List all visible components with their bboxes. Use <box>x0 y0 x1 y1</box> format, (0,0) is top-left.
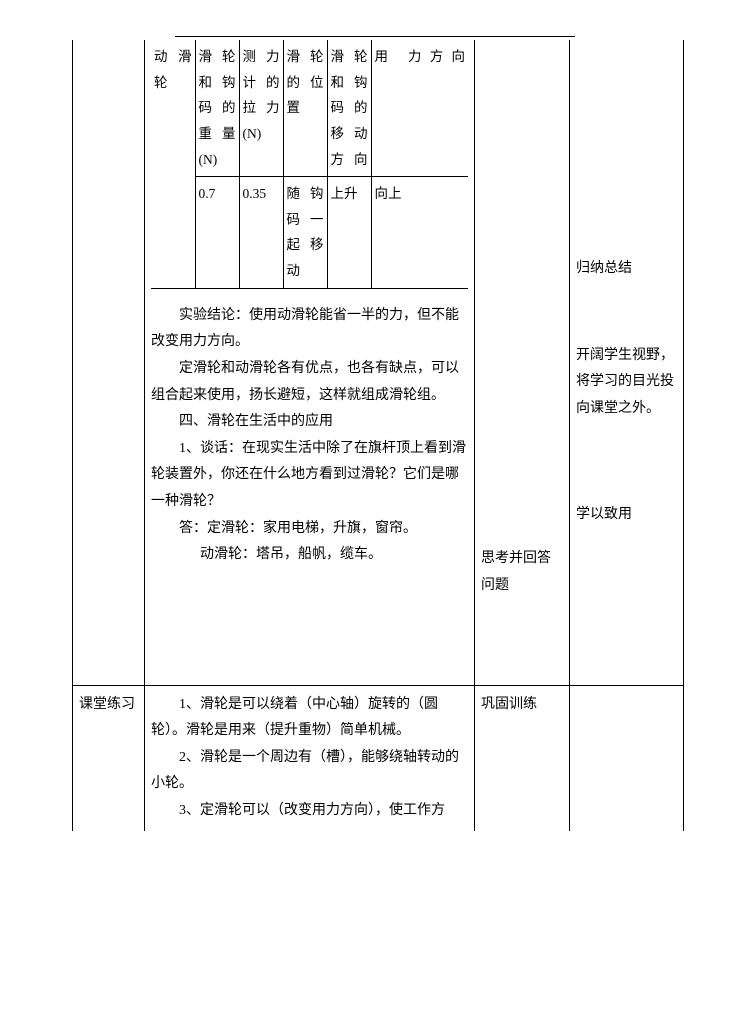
exercise-2: 2、滑轮是一个周边有（槽），能够绕轴转动的小轮。 <box>151 745 468 798</box>
header-force-dir: 用 力方向 <box>371 40 468 177</box>
cell-main-content: 动 滑轮 滑 轮和 钩码 的重 量(N) 测 力计 的拉 力(N) 滑 轮的 位… <box>145 40 475 685</box>
cell-student-activity: 思考并回答问题 <box>475 40 570 685</box>
table-row: 动 滑轮 滑 轮和 钩码 的重 量(N) 测 力计 的拉 力(N) 滑 轮的 位… <box>151 40 468 177</box>
spacer <box>151 569 468 679</box>
table-row: 动 滑轮 滑 轮和 钩码 的重 量(N) 测 力计 的拉 力(N) 滑 轮的 位… <box>73 40 684 685</box>
paragraph-answer-fixed: 答：定滑轮：家用电梯，升旗，窗帘。 <box>151 516 468 543</box>
heading-application: 四、滑轮在生活中的应用 <box>151 409 468 436</box>
header-weight: 滑 轮和 钩码 的重 量(N) <box>195 40 239 177</box>
cell-section-label: 课堂练习 <box>73 685 145 830</box>
cell-notes: 归纳总结 开阔学生视野，将学习的目光投向课堂之外。 学以致用 <box>570 40 684 685</box>
spacer <box>576 422 677 502</box>
note-apply: 学以致用 <box>576 502 677 529</box>
spacer <box>576 283 677 343</box>
note-summary: 归纳总结 <box>576 256 677 283</box>
header-tension: 测 力计 的拉 力(N) <box>239 40 283 177</box>
page: 动 滑轮 滑 轮和 钩码 的重 量(N) 测 力计 的拉 力(N) 滑 轮的 位… <box>0 0 744 1031</box>
exercise-1: 1、滑轮是可以绕着（中心轴）旋转的（圆轮）。滑轮是用来（提升重物）简单机械。 <box>151 692 468 745</box>
cell-student-activity: 巩固训练 <box>475 685 570 830</box>
student-activity-text: 思考并回答问题 <box>481 46 563 599</box>
paragraph-question: 1、谈话：在现实生活中除了在旗杆顶上看到滑轮装置外，你还在什么地方看到过滑轮？它… <box>151 436 468 516</box>
experiment-table: 动 滑轮 滑 轮和 钩码 的重 量(N) 测 力计 的拉 力(N) 滑 轮的 位… <box>151 40 468 289</box>
cell-notes <box>570 685 684 830</box>
data-tension: 0.35 <box>239 177 283 289</box>
data-force-dir: 向上 <box>371 177 468 289</box>
header-position: 滑 轮的 位置 <box>283 40 327 177</box>
header-pulley-type: 动 滑轮 <box>151 40 195 288</box>
paragraph-combination: 定滑轮和动滑轮各有优点，也各有缺点，可以组合起来使用，扬长避短，这样就组成滑轮组… <box>151 356 468 409</box>
paragraph-answer-moving: 动滑轮：塔吊，船帆，缆车。 <box>151 542 468 569</box>
lesson-table: 动 滑轮 滑 轮和 钩码 的重 量(N) 测 力计 的拉 力(N) 滑 轮的 位… <box>72 40 684 831</box>
notes-block: 归纳总结 开阔学生视野，将学习的目光投向课堂之外。 学以致用 <box>576 46 677 529</box>
cell-section-label <box>73 40 145 685</box>
paragraph-conclusion: 实验结论：使用动滑轮能省一半的力，但不能改变用力方向。 <box>151 303 468 356</box>
table-row: 课堂练习 1、滑轮是可以绕着（中心轴）旋转的（圆轮）。滑轮是用来（提升重物）简单… <box>73 685 684 830</box>
table-row: 0.7 0.35 随 钩码 一起 移动 上升 向上 <box>151 177 468 289</box>
data-position: 随 钩码 一起 移动 <box>283 177 327 289</box>
header-move-dir: 滑 轮和 钩码 的移 动方向 <box>327 40 371 177</box>
note-broaden: 开阔学生视野，将学习的目光投向课堂之外。 <box>576 343 677 423</box>
data-move-dir: 上升 <box>327 177 371 289</box>
data-weight: 0.7 <box>195 177 239 289</box>
exercise-3: 3、定滑轮可以（改变用力方向），使工作方 <box>151 798 468 825</box>
cell-main-content: 1、滑轮是可以绕着（中心轴）旋转的（圆轮）。滑轮是用来（提升重物）简单机械。 2… <box>145 685 475 830</box>
header-rule <box>175 36 575 37</box>
